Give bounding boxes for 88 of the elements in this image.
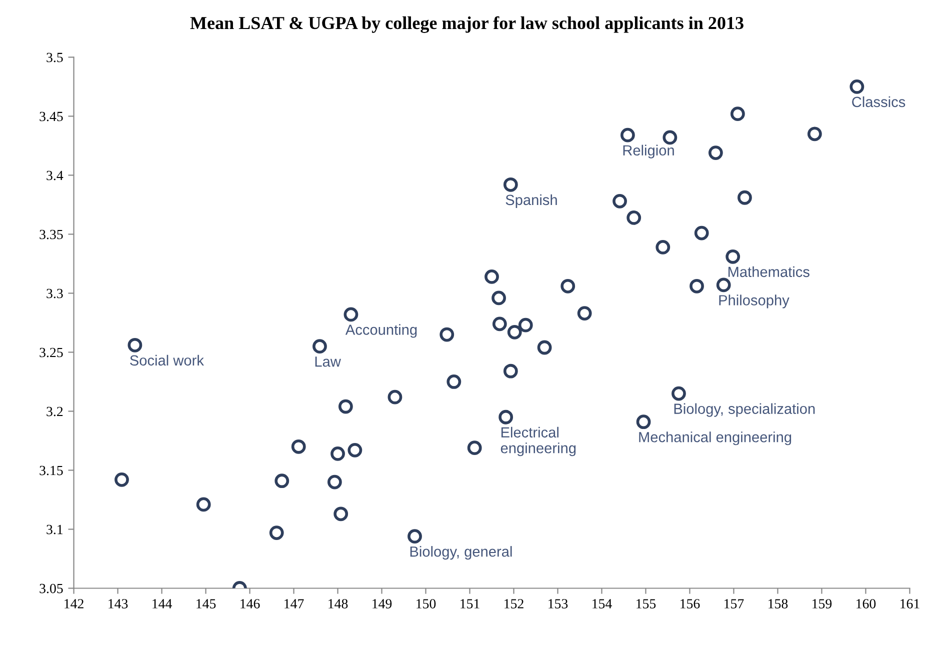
point (612, 194, 627, 208)
x-tick-label: 157 (724, 599, 744, 608)
point (330, 446, 345, 461)
point (672, 386, 686, 401)
point (344, 307, 358, 322)
annotation: Philosophy (719, 294, 790, 308)
x-tick-label: 159 (812, 599, 832, 608)
point (690, 278, 704, 294)
annotation: Law (315, 356, 341, 367)
point (484, 270, 499, 284)
point (626, 210, 642, 225)
y-tick-label: 3.3 (46, 288, 63, 298)
y-tick-label: 3.5 (46, 52, 63, 62)
point (327, 474, 342, 490)
annotation: Mechanical engineering (639, 432, 792, 446)
x-tick-label: 150 (416, 599, 436, 608)
x-tick-label: 161 (900, 599, 920, 608)
point (114, 472, 129, 487)
x-tick-label: 143 (108, 599, 128, 608)
point (560, 278, 576, 294)
annotation: Religion (623, 144, 674, 158)
x-tick-label: 142 (64, 599, 84, 608)
point (656, 240, 670, 254)
x-tick-label: 158 (768, 599, 788, 608)
y-tick-label: 3.45 (40, 112, 63, 122)
x-tick-label: 149 (372, 599, 392, 608)
y-tick-label: 3.35 (40, 230, 63, 240)
point (730, 106, 745, 122)
annotation: Spanish (506, 194, 557, 208)
point (467, 440, 482, 456)
point (498, 410, 514, 424)
point (338, 399, 353, 414)
point (662, 130, 678, 145)
y-tick-label: 3.4 (46, 170, 64, 180)
point (503, 177, 518, 192)
chart-title: Mean LSAT & UGPA by college major for law school applicants in 2013 (190, 16, 744, 33)
y-tick-label: 3.2 (46, 406, 63, 416)
point (274, 474, 290, 488)
annotation: Social work (130, 354, 204, 366)
point (636, 414, 651, 430)
point (269, 526, 284, 540)
point (312, 339, 327, 354)
x-tick-label: 154 (592, 599, 612, 608)
point (440, 327, 454, 342)
point (537, 340, 552, 355)
annotation: Mathematics (728, 266, 810, 278)
x-tick-label: 153 (548, 599, 568, 608)
x-tick-label: 152 (504, 599, 524, 608)
point (738, 190, 752, 205)
point (348, 442, 362, 458)
y-tick-label: 3.15 (40, 466, 63, 476)
x-tick-label: 146 (240, 599, 260, 608)
x-tick-label: 148 (328, 599, 348, 608)
x-tick-label: 151 (460, 599, 480, 608)
x-tick-label: 160 (856, 599, 876, 608)
point (518, 318, 533, 332)
point (196, 497, 211, 512)
x-tick-label: 147 (284, 599, 304, 608)
point (620, 128, 635, 142)
point (694, 226, 709, 240)
x-tick-label: 144 (152, 599, 172, 608)
point (708, 146, 723, 160)
annotation: Electrical engineering (500, 426, 576, 456)
point (507, 324, 522, 340)
point (807, 126, 822, 142)
point (446, 374, 462, 389)
point (577, 306, 592, 320)
point (291, 439, 306, 454)
x-tick-label: 155 (636, 599, 656, 608)
x-tick-label: 156 (680, 599, 700, 608)
point (726, 249, 740, 264)
point (388, 390, 402, 404)
annotation: Biology, specialization (674, 403, 815, 417)
annotation: Accounting (345, 324, 417, 338)
point (850, 80, 864, 94)
point (128, 338, 142, 352)
point (408, 529, 422, 544)
x-tick-label: 145 (196, 599, 216, 608)
annotation: Classics (852, 96, 906, 108)
point (503, 364, 518, 378)
point (492, 316, 507, 332)
point (716, 278, 731, 292)
point (334, 506, 348, 522)
y-tick-label: 3.1 (46, 524, 63, 534)
point (492, 290, 506, 306)
annotation: Biology, general (410, 546, 512, 560)
y-tick-label: 3.25 (40, 348, 63, 358)
y-tick-label: 3.05 (40, 584, 63, 594)
